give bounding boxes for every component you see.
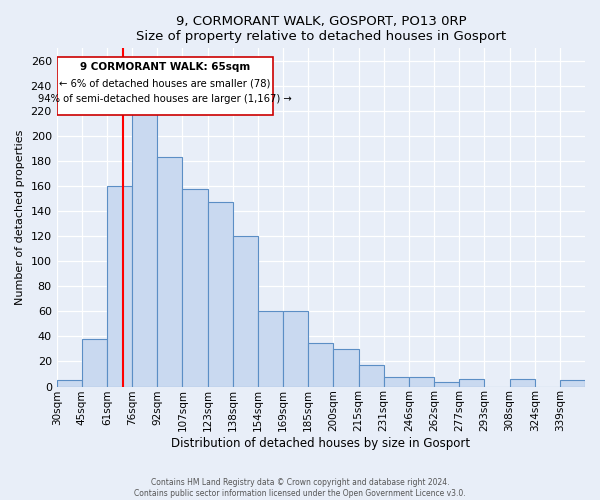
Bar (434, 382, 459, 386)
X-axis label: Distribution of detached houses by size in Gosport: Distribution of detached houses by size … (171, 437, 470, 450)
Bar (308, 342, 334, 386)
FancyBboxPatch shape (56, 57, 273, 114)
Bar (132, 111, 157, 386)
Bar (384, 376, 409, 386)
Bar (107, 186, 132, 386)
Bar (409, 376, 434, 386)
Bar (56, 380, 82, 386)
Text: ← 6% of detached houses are smaller (78): ← 6% of detached houses are smaller (78) (59, 78, 271, 88)
Text: 94% of semi-detached houses are larger (1,167) →: 94% of semi-detached houses are larger (… (38, 94, 292, 104)
Bar (157, 158, 182, 386)
Bar (334, 349, 359, 387)
Bar (359, 365, 384, 386)
Text: Contains HM Land Registry data © Crown copyright and database right 2024.
Contai: Contains HM Land Registry data © Crown c… (134, 478, 466, 498)
Bar (258, 312, 283, 386)
Text: 9 CORMORANT WALK: 65sqm: 9 CORMORANT WALK: 65sqm (80, 62, 250, 72)
Bar (560, 380, 585, 386)
Bar (459, 379, 484, 386)
Bar (182, 188, 208, 386)
Bar (283, 312, 308, 386)
Title: 9, CORMORANT WALK, GOSPORT, PO13 0RP
Size of property relative to detached house: 9, CORMORANT WALK, GOSPORT, PO13 0RP Siz… (136, 15, 506, 43)
Bar (233, 236, 258, 386)
Bar (509, 379, 535, 386)
Y-axis label: Number of detached properties: Number of detached properties (15, 130, 25, 305)
Bar (208, 202, 233, 386)
Bar (82, 339, 107, 386)
